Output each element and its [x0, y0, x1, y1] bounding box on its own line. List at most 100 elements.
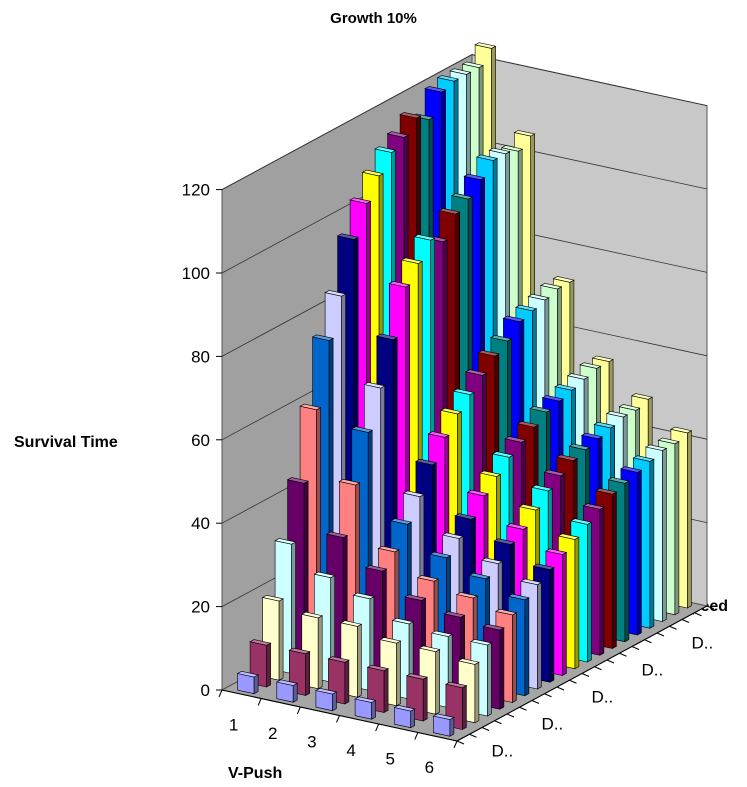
y-tick-label: 40 [191, 514, 210, 533]
bar-top-face [557, 533, 580, 540]
bar-top-face [327, 656, 350, 663]
bar-side-face [587, 521, 592, 663]
bar-top-face [443, 611, 466, 618]
y-tick-label: 100 [182, 264, 210, 283]
depth-tick-mark [694, 612, 702, 617]
bar-side-face [562, 551, 567, 677]
bar-top-face [620, 466, 643, 473]
bar-top-face [336, 233, 359, 240]
x-tick-mark [218, 689, 223, 698]
bar-top-face [440, 407, 463, 415]
bar-top-face [480, 557, 504, 565]
x-tick-mark [375, 723, 380, 732]
bar-top-face [438, 208, 461, 215]
bar-top-face [555, 454, 579, 462]
bar-top-face [404, 594, 427, 601]
bar-top-face [470, 639, 493, 646]
bar-top-face [366, 664, 389, 672]
bar-side-face [649, 458, 655, 629]
x-axis-label: V-Push [228, 765, 283, 782]
bar-top-face [299, 403, 322, 411]
bar-top-face [516, 421, 539, 428]
bar-top-face [463, 173, 486, 181]
bar-top-face [468, 572, 491, 580]
bar-top-face [349, 197, 372, 204]
bar-side-face [383, 668, 389, 714]
x-tick-mark [257, 698, 262, 706]
bar-top-face [418, 645, 441, 653]
bar-top-face [399, 112, 422, 119]
depth-tick-mark [506, 713, 515, 718]
y-tick-label: 80 [191, 347, 210, 366]
bar-top-face [365, 565, 388, 572]
depth-tick-label: D.. [492, 741, 514, 760]
bar-top-face [552, 276, 575, 283]
bar-side-face [357, 623, 362, 698]
y-tick-label: 120 [182, 181, 210, 200]
bar-side-face [332, 691, 337, 712]
bar-top-face [465, 369, 488, 376]
bar-side-face [599, 506, 605, 656]
bar-top-face [275, 679, 299, 686]
bar-top-face [507, 593, 530, 601]
bar-top-face [520, 578, 543, 586]
bar-side-face [462, 685, 467, 731]
bar-top-face [554, 384, 577, 391]
bar-side-face [612, 491, 617, 650]
bar-top-face [402, 490, 425, 498]
bar-side-face [474, 661, 480, 724]
bar-top-face [515, 304, 538, 312]
bar-top-face [377, 545, 400, 553]
bar-top-face [543, 469, 566, 477]
bar-top-face [313, 571, 336, 579]
depth-tick-mark [469, 733, 477, 738]
bar-top-face [311, 334, 334, 341]
bar-side-face [266, 642, 271, 688]
bar-top-face [477, 350, 500, 357]
bar-top-face [645, 444, 668, 451]
bar-top-face [340, 620, 363, 627]
bar-side-face [487, 642, 492, 717]
bar-side-face [422, 676, 428, 722]
x-tick-label: 4 [346, 741, 355, 760]
bar-top-face [393, 704, 416, 712]
depth-tick-mark [606, 659, 615, 664]
bar-side-face [317, 615, 323, 690]
x-tick-label: 3 [307, 732, 316, 751]
x-tick-mark [453, 740, 458, 749]
bar-top-face [288, 647, 311, 655]
bar-top-face [466, 489, 489, 497]
bar-side-face [662, 447, 667, 623]
depth-tick-mark [519, 706, 527, 711]
bar-top-face [657, 437, 680, 445]
bar-top-face [405, 673, 429, 680]
bar [288, 647, 311, 697]
bar [236, 670, 259, 695]
bar-top-face [388, 280, 411, 288]
bar-top-face [505, 523, 529, 530]
bar-top-face [449, 68, 472, 75]
bar-top-face [436, 75, 459, 82]
bar-top-face [450, 193, 474, 200]
bar-top-face [338, 478, 361, 486]
bar-top-face [493, 538, 516, 545]
bar-side-face [512, 612, 517, 704]
bar-top-face [595, 488, 618, 495]
depth-tick-mark [644, 639, 652, 644]
bar-top-face [630, 393, 654, 400]
bar-top-face [502, 315, 525, 323]
bar-top-face [352, 592, 375, 600]
bar-top-face [530, 484, 554, 492]
bar-top-face [495, 608, 518, 616]
bar-top-face [568, 443, 591, 451]
bar-top-face [374, 146, 397, 153]
bar-top-face [315, 687, 338, 695]
bar-top-face [580, 432, 604, 440]
bar-top-face [430, 630, 454, 637]
bar [393, 704, 416, 729]
x-tick-label: 1 [229, 715, 238, 734]
gridline [221, 54, 708, 190]
depth-tick-mark [494, 720, 502, 725]
bar-side-face [305, 651, 311, 697]
depth-tick-mark [594, 666, 602, 671]
